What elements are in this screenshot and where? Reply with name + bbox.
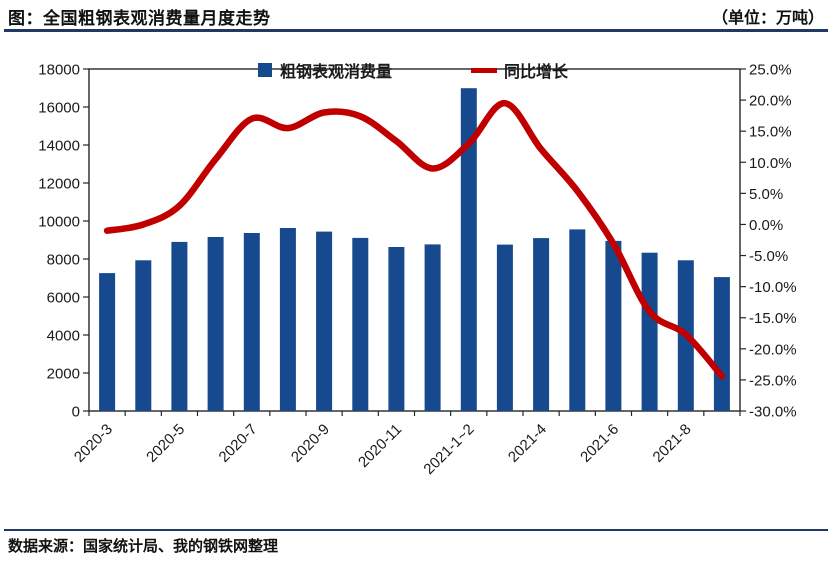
chart-header: 图：全国粗钢表观消费量月度走势 （单位：万吨） — [0, 0, 832, 30]
x-axis-label: 2020-7 — [216, 421, 261, 466]
right-axis-tick-label: 5.0% — [749, 186, 783, 203]
source-note: 数据来源：国家统计局、我的钢铁网整理 — [8, 538, 279, 555]
legend: 粗钢表观消费量 同比增长 — [258, 62, 569, 81]
chart-canvas: 18000 16000 14000 12000 10000 8000 6000 4000 200… — [38, 62, 797, 478]
right-axis-tick-label: -10.0% — [749, 279, 797, 296]
bar — [99, 273, 116, 411]
bar — [279, 228, 296, 411]
page-title: 图：全国粗钢表观消费量月度走势 — [8, 8, 271, 28]
left-axis-tick-label: 16000 — [38, 100, 80, 117]
bar — [352, 237, 369, 411]
bar — [171, 241, 188, 411]
left-axis-tick-label: 0 — [72, 404, 80, 421]
x-axis-label: 2020-11 — [355, 421, 405, 471]
right-axis-tick-label: 10.0% — [749, 155, 792, 172]
bar — [135, 260, 152, 411]
left-axis-tick-label: 10000 — [38, 214, 80, 231]
unit-label: （单位：万吨） — [711, 10, 824, 27]
right-axis-tick-label: -5.0% — [749, 248, 788, 265]
x-axis-label: 2021-1~2 — [420, 421, 477, 478]
legend-bar-label: 粗钢表观消费量 — [280, 62, 392, 81]
bar — [424, 244, 441, 411]
bar — [207, 237, 224, 411]
left-axis-tick-label: 4000 — [47, 328, 80, 345]
left-axis-tick-label: 14000 — [38, 138, 80, 155]
left-axis-tick-label: 18000 — [38, 62, 80, 79]
trend-line — [103, 99, 726, 380]
left-axis-tick-label: 8000 — [47, 252, 80, 269]
right-axis-tick-label: -15.0% — [749, 310, 797, 327]
right-axis-tick-label: 0.0% — [749, 217, 783, 234]
x-axis-label: 2020-9 — [288, 421, 333, 466]
bar — [605, 240, 622, 411]
bar — [243, 233, 260, 411]
footer-rule — [4, 529, 828, 531]
right-axis-tick-label: 20.0% — [749, 93, 792, 110]
left-axis-tick-label: 12000 — [38, 176, 80, 193]
bar — [316, 231, 333, 411]
bar — [641, 252, 658, 411]
right-axis-tick-label: -20.0% — [749, 341, 797, 358]
left-axis-tick-label: 6000 — [47, 290, 80, 307]
legend-bar-swatch — [258, 63, 272, 77]
bar — [569, 229, 586, 411]
header-rule — [4, 29, 828, 32]
right-axis-tick-label: 15.0% — [749, 124, 792, 141]
bar — [713, 277, 730, 411]
right-axis-tick-label: -25.0% — [749, 372, 797, 389]
bar — [460, 88, 477, 411]
bar — [496, 244, 513, 411]
bar — [533, 238, 550, 411]
right-axis-tick-label: -30.0% — [749, 404, 797, 421]
x-axis-label: 2021-8 — [650, 421, 695, 466]
legend-line-label: 同比增长 — [504, 62, 569, 81]
right-axis-tick-label: 25.0% — [749, 62, 792, 79]
bar — [388, 247, 405, 411]
x-axis-label: 2020-5 — [143, 421, 188, 466]
x-axis-label: 2020-3 — [71, 421, 116, 466]
left-axis-tick-label: 2000 — [47, 366, 80, 383]
x-axis-label: 2021-4 — [505, 421, 550, 466]
x-axis-label: 2021-6 — [577, 421, 622, 466]
